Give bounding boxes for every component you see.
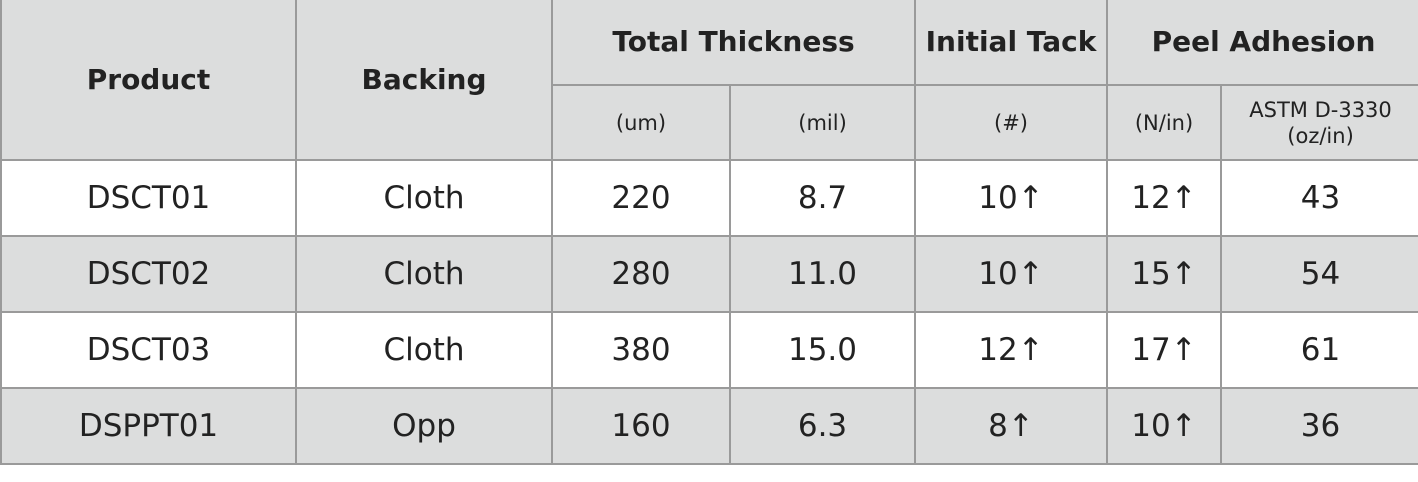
table-cell: 43 <box>1220 159 1418 237</box>
table-cell: 15.0 <box>728 311 917 389</box>
header-row: Product Backing Total Thickness Initial … <box>0 0 1418 161</box>
table-cell: 11.0 <box>728 235 917 313</box>
header-cell: Peel Adhesion <box>1106 0 1418 86</box>
table-cell: 12↑ <box>914 311 1109 389</box>
table-cell: Cloth <box>295 159 553 237</box>
header-cell: Product <box>0 0 297 161</box>
subheader-cell: (#) <box>914 84 1109 161</box>
table-row: DSCT02 Cloth 280 11.0 10↑ 15↑ 54 <box>0 235 1418 313</box>
table-cell: DSCT01 <box>0 159 297 237</box>
table-cell: Cloth <box>295 235 553 313</box>
table-cell: 380 <box>551 311 731 389</box>
subheader-row: (um) (mil) (#) (N/in) ASTM D-3330 (oz/in) <box>1 84 1418 161</box>
table-row: DSCT03 Cloth 380 15.0 12↑ 17↑ 61 <box>0 311 1418 389</box>
table-row: DSCT01 Cloth 220 8.7 10↑ 12↑ 43 <box>0 159 1418 237</box>
table-cell: DSPPT01 <box>0 387 297 465</box>
subheader-cell: (mil) <box>728 84 917 161</box>
table-cell: 15↑ <box>1106 235 1223 313</box>
table-cell: 10↑ <box>914 159 1109 237</box>
table-cell: Cloth <box>295 311 553 389</box>
table-cell: 280 <box>551 235 731 313</box>
table-cell: 10↑ <box>1106 387 1223 465</box>
header-cell: Total Thickness <box>550 0 917 86</box>
subheader-cell: (N/in) <box>1106 84 1223 161</box>
spec-table: Product Backing Total Thickness Initial … <box>0 0 1418 465</box>
table-cell: 10↑ <box>914 235 1109 313</box>
header-cell: Initial Tack <box>914 0 1109 86</box>
table-cell: 54 <box>1220 235 1418 313</box>
table-body: DSCT01 Cloth 220 8.7 10↑ 12↑ 43 DSCT02 Cloth 280 1… <box>0 159 1418 465</box>
table-cell: DSCT03 <box>0 311 297 389</box>
table-row: DSPPT01 Opp 160 6.3 8↑ 10↑ 36 <box>0 387 1418 465</box>
table-cell: 36 <box>1220 387 1418 465</box>
table-cell: Opp <box>295 387 553 465</box>
table-cell: DSCT02 <box>0 235 297 313</box>
subheader-cell: (um) <box>551 84 731 161</box>
table-cell: 8↑ <box>914 387 1109 465</box>
table-cell: 12↑ <box>1106 159 1223 237</box>
table-cell: 6.3 <box>728 387 917 465</box>
table-cell: 160 <box>551 387 731 465</box>
table-cell: 17↑ <box>1106 311 1223 389</box>
table-cell: 220 <box>551 159 731 237</box>
table-cell: 8.7 <box>728 159 917 237</box>
subheader-cell: ASTM D-3330 (oz/in) <box>1220 84 1418 161</box>
header-cell: Backing <box>295 0 553 161</box>
table-cell: 61 <box>1220 311 1418 389</box>
